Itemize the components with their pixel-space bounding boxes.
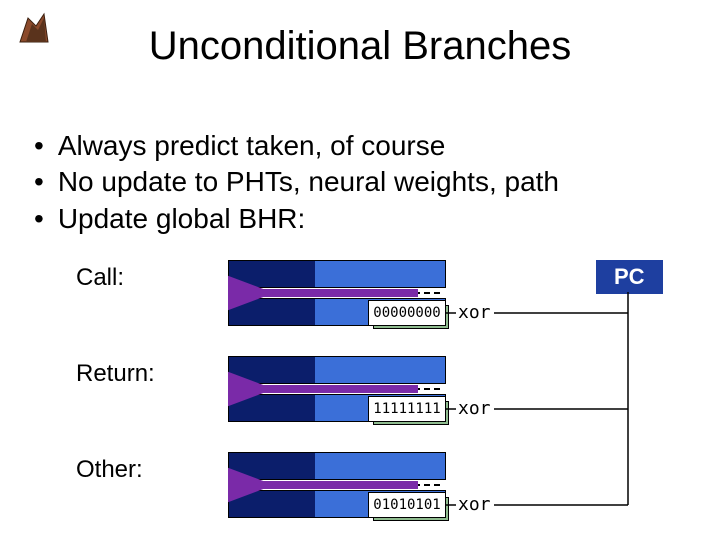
bullet-item: Update global BHR: [34, 201, 559, 237]
register-top [228, 452, 446, 480]
bitbox-return: 11111111 [368, 396, 446, 422]
bullet-item: Always predict taken, of course [34, 128, 559, 164]
dash-line [234, 388, 440, 390]
dash-line [234, 292, 440, 294]
pc-label: PC [614, 264, 645, 289]
register-top [228, 356, 446, 384]
xor-label: xor [458, 494, 491, 515]
row-label-return: Return: [76, 360, 155, 388]
bullet-list: Always predict taken, of course No updat… [34, 128, 559, 237]
bullet-item: No update to PHTs, neural weights, path [34, 164, 559, 200]
row-label-call: Call: [76, 264, 124, 292]
bitbox-other: 01010101 [368, 492, 446, 518]
pc-box: PC [596, 260, 663, 294]
register-top [228, 260, 446, 288]
bitbox-value: 11111111 [373, 401, 440, 417]
bitbox-value: 00000000 [373, 305, 440, 321]
dash-line [234, 484, 440, 486]
bitbox-call: 00000000 [368, 300, 446, 326]
page-title: Unconditional Branches [0, 24, 720, 69]
row-label-other: Other: [76, 456, 143, 484]
xor-label: xor [458, 398, 491, 419]
xor-label: xor [458, 302, 491, 323]
bitbox-value: 01010101 [373, 497, 440, 513]
